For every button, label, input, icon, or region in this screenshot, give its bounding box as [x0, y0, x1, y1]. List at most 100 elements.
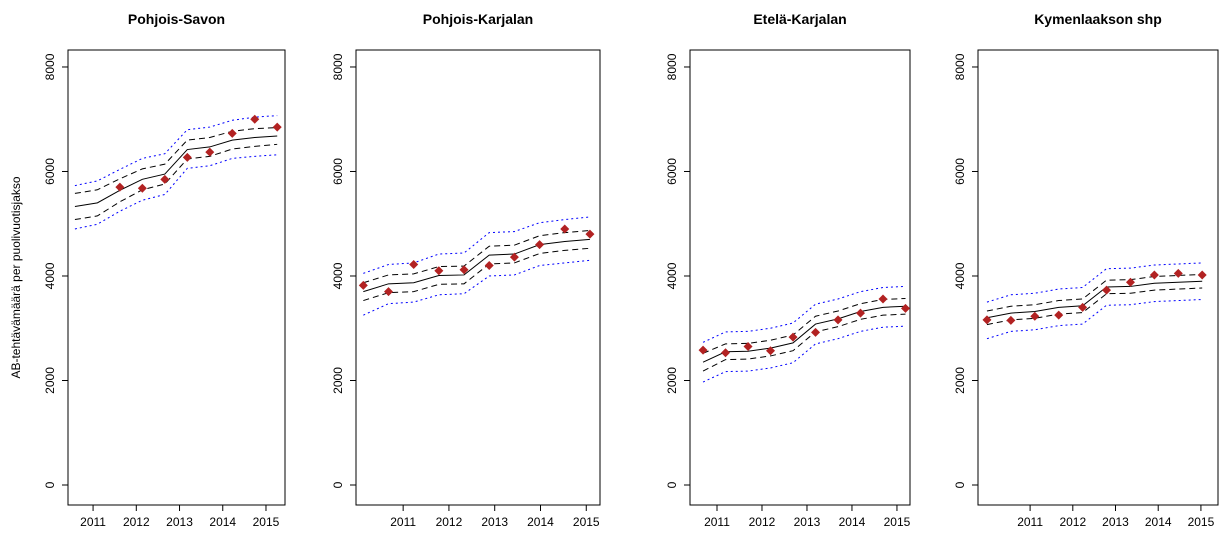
y-tick-label: 2000	[953, 367, 967, 394]
x-tick-label: 2013	[794, 515, 821, 529]
x-tick-label: 2014	[839, 515, 866, 529]
y-tick-label: 4000	[953, 262, 967, 289]
data-point	[1030, 311, 1040, 321]
y-tick-label: 0	[331, 481, 345, 488]
data-point	[182, 152, 192, 162]
data-point	[1078, 302, 1088, 312]
plot-frame	[67, 49, 286, 506]
data-point	[409, 259, 419, 269]
band-line	[702, 313, 906, 372]
data-point	[272, 122, 282, 132]
x-tick-label: 2013	[1102, 515, 1129, 529]
y-tick-label: 6000	[665, 158, 679, 185]
y-tick-label: 0	[665, 481, 679, 488]
band-line	[363, 216, 590, 274]
data-point	[509, 252, 519, 262]
data-point	[358, 280, 368, 290]
y-tick-label: 0	[953, 481, 967, 488]
data-point	[811, 327, 821, 337]
y-tick-label: 6000	[43, 158, 57, 185]
x-tick-label: 2012	[123, 515, 150, 529]
data-point	[227, 128, 237, 138]
x-tick-label: 2015	[1188, 515, 1215, 529]
x-tick-label: 2014	[209, 515, 236, 529]
y-tick-label: 8000	[665, 53, 679, 80]
data-point	[698, 345, 708, 355]
x-tick-label: 2014	[527, 515, 554, 529]
data-point	[901, 303, 911, 313]
y-tick-label: 2000	[43, 367, 57, 394]
fit-line	[986, 280, 1203, 319]
plot-frame	[689, 49, 911, 506]
y-tick-label: 8000	[331, 53, 345, 80]
data-point	[137, 183, 147, 193]
y-tick-label: 2000	[665, 367, 679, 394]
panel-title: Pohjois-Savon	[128, 11, 225, 27]
data-point	[878, 294, 888, 304]
band-line	[74, 143, 278, 221]
x-tick-label: 2012	[436, 515, 463, 529]
data-point	[585, 229, 595, 239]
y-tick-label: 2000	[331, 367, 345, 394]
data-point	[250, 114, 260, 124]
data-point	[1006, 315, 1016, 325]
data-point	[982, 315, 992, 325]
data-point	[1149, 270, 1159, 280]
data-point	[560, 224, 570, 234]
band-line	[986, 287, 1203, 326]
band-line	[74, 127, 278, 194]
data-point	[766, 346, 776, 356]
plot-frame	[355, 49, 601, 506]
x-tick-label: 2015	[884, 515, 911, 529]
x-tick-label: 2013	[481, 515, 508, 529]
data-point	[484, 261, 494, 271]
fit-line	[702, 305, 906, 363]
y-tick-label: 4000	[331, 262, 345, 289]
x-tick-label: 2015	[253, 515, 280, 529]
x-tick-label: 2012	[1059, 515, 1086, 529]
fit-line	[363, 238, 590, 293]
data-point	[856, 308, 866, 318]
y-axis-label: AB-tehtävämäärä per puolivuotisjakso	[9, 176, 23, 378]
x-tick-label: 2011	[704, 515, 730, 529]
y-tick-label: 6000	[953, 158, 967, 185]
y-tick-label: 8000	[953, 53, 967, 80]
data-point	[384, 287, 394, 297]
band-line	[363, 259, 590, 316]
y-tick-label: 0	[43, 481, 57, 488]
y-tick-label: 4000	[43, 262, 57, 289]
data-point	[1197, 270, 1207, 280]
fit-line	[74, 135, 278, 207]
band-line	[702, 325, 906, 383]
data-point	[115, 182, 125, 192]
band-line	[986, 298, 1203, 340]
band-line	[74, 115, 278, 187]
data-point	[535, 240, 545, 250]
y-tick-label: 6000	[331, 158, 345, 185]
panel-title: Etelä-Karjalan	[753, 11, 846, 27]
data-point	[833, 315, 843, 325]
band-line	[986, 273, 1203, 312]
x-tick-label: 2013	[166, 515, 193, 529]
plot-frame	[977, 49, 1219, 506]
panel-title: Pohjois-Karjalan	[423, 11, 533, 27]
band-line	[74, 154, 278, 230]
data-point	[743, 342, 753, 352]
data-point	[1102, 285, 1112, 295]
data-point	[205, 147, 215, 157]
data-point	[1125, 277, 1135, 287]
panel-title: Kymenlaakson shp	[1034, 11, 1162, 27]
data-point	[459, 265, 469, 275]
band-line	[702, 297, 906, 354]
y-tick-label: 4000	[665, 262, 679, 289]
data-point	[434, 266, 444, 276]
x-tick-label: 2011	[390, 515, 416, 529]
x-tick-label: 2012	[749, 515, 776, 529]
x-tick-label: 2014	[1145, 515, 1172, 529]
y-tick-label: 8000	[43, 53, 57, 80]
band-line	[702, 285, 906, 343]
x-tick-label: 2011	[80, 515, 106, 529]
data-point	[1173, 268, 1183, 278]
x-tick-label: 2011	[1017, 515, 1043, 529]
